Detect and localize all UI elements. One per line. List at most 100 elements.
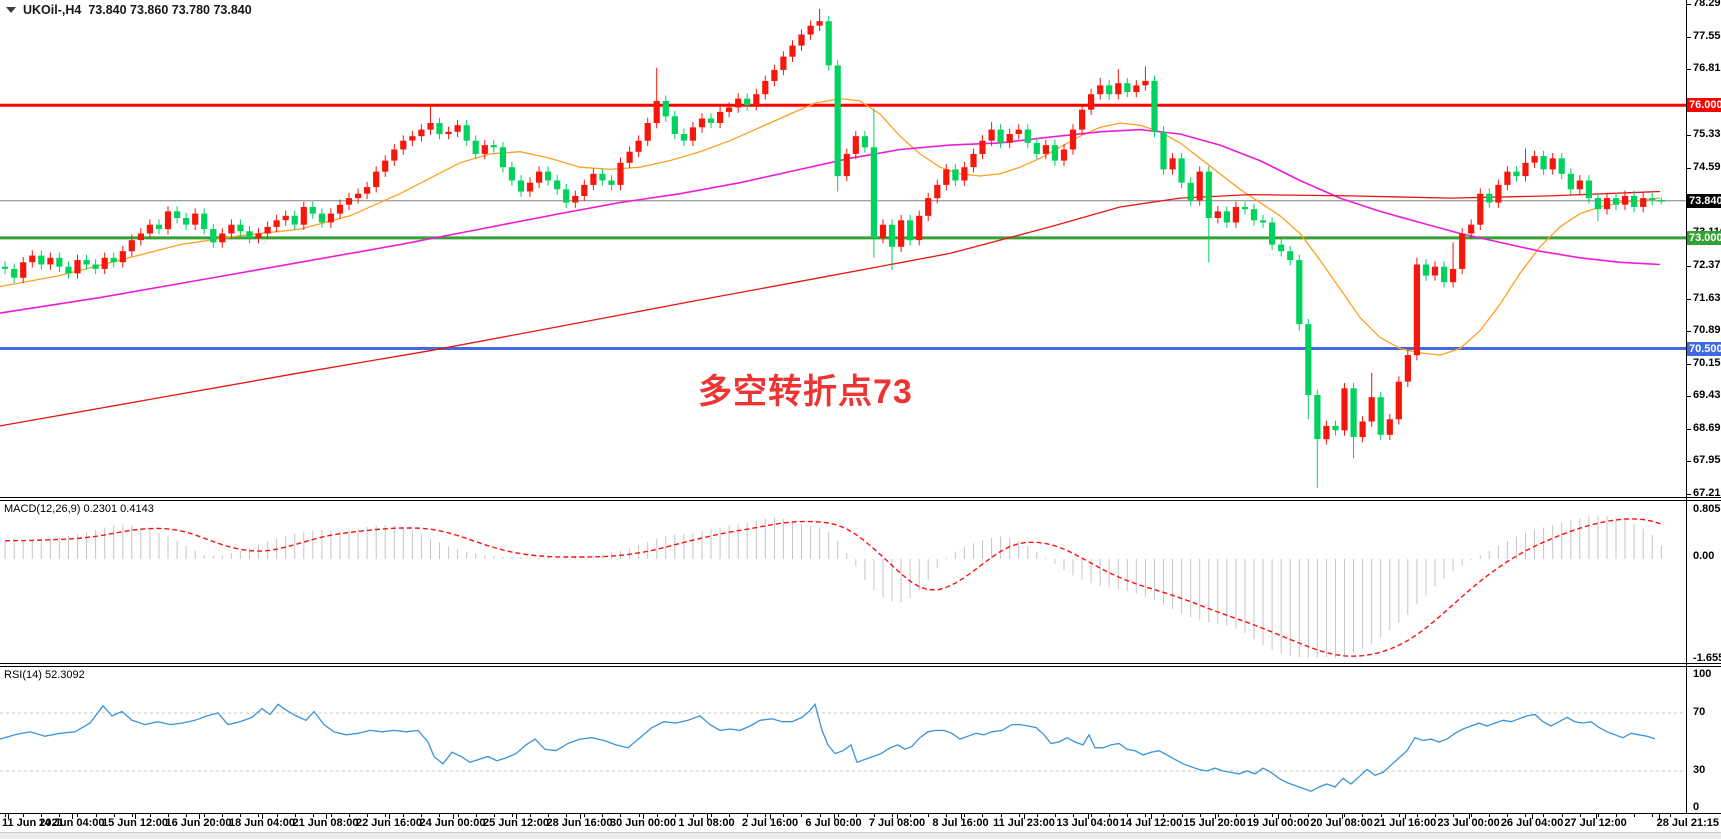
candle-body <box>1531 156 1538 163</box>
time-axis-minor-tick <box>439 814 440 817</box>
candle-body <box>780 56 787 70</box>
time-axis-minor-tick <box>1634 814 1635 817</box>
candle-body <box>798 34 805 46</box>
time-axis-minor-tick <box>59 814 60 817</box>
candle-body <box>1640 198 1647 207</box>
candle-body <box>174 211 181 218</box>
time-axis-minor-tick <box>1145 814 1146 817</box>
price-badge-73.840: 73.840 <box>1687 194 1721 208</box>
candle-body <box>364 187 371 194</box>
candle-body <box>1260 220 1267 223</box>
time-axis-label: 16 Jun 20:00 <box>165 817 232 829</box>
candle-body <box>581 184 588 196</box>
time-axis-tick <box>135 814 136 819</box>
candle-body <box>762 80 769 95</box>
candle-body <box>1459 233 1466 269</box>
price-axis[interactable]: 78.29077.55076.81075.33074.59073.11072.3… <box>1686 0 1721 813</box>
candle-body <box>1504 171 1511 185</box>
time-axis-minor-tick <box>1453 814 1454 817</box>
candle-body <box>445 131 452 134</box>
time-axis-tick <box>516 814 517 819</box>
candle-body <box>1169 158 1176 170</box>
candle-body <box>11 268 18 278</box>
candle-body <box>1241 207 1249 210</box>
price-chart-canvas[interactable] <box>0 0 1686 497</box>
candle-body <box>789 45 796 57</box>
panel-divider[interactable] <box>0 497 1721 498</box>
time-axis-minor-tick <box>1525 814 1526 817</box>
time-axis-tick <box>71 814 73 819</box>
price-axis-label: 75.330 <box>1693 128 1721 140</box>
time-axis-tick <box>579 814 581 819</box>
indicator-axis-label: 0.00 <box>1693 550 1715 562</box>
candle-body <box>291 215 298 225</box>
time-axis-label: 21 Jul 16:00 <box>1373 817 1437 829</box>
candle-body <box>1323 425 1330 440</box>
candle-body <box>653 100 660 123</box>
time-axis[interactable]: 11 Jun 2021 14 Jun 04:00 15 Jun 12:00 16 Ju… <box>0 814 1721 832</box>
candle-body <box>590 173 597 185</box>
time-axis-minor-tick <box>657 814 658 817</box>
time-axis-minor-tick <box>1019 814 1020 817</box>
candle-body <box>481 145 488 154</box>
candle-body <box>1513 171 1520 176</box>
time-axis-minor-tick <box>1001 814 1002 817</box>
time-axis-minor-tick <box>1308 814 1309 817</box>
macd-indicator-label: MACD(12,26,9) 0.2301 0.4143 <box>4 503 154 515</box>
time-axis-label: 20 Jul 08:00 <box>1310 817 1373 829</box>
candle-body <box>1042 145 1049 154</box>
macd-signal-line <box>5 518 1662 657</box>
time-axis-minor-tick <box>1399 814 1400 817</box>
time-axis-tick <box>262 814 263 819</box>
mid-ma-magenta[interactable] <box>0 128 1661 314</box>
candle-body <box>246 231 253 238</box>
time-axis-minor-tick <box>222 814 223 817</box>
candle-body <box>300 207 307 225</box>
price-axis-label: 67.210 <box>1693 487 1721 499</box>
time-axis-minor-tick <box>1236 814 1237 817</box>
candle-body <box>237 224 244 232</box>
time-axis-minor-tick <box>856 814 857 817</box>
price-axis-label: 70.890 <box>1693 324 1721 336</box>
time-axis-minor-tick <box>367 814 368 817</box>
candle-body <box>47 257 54 265</box>
candle-body <box>1431 266 1439 276</box>
panel-divider[interactable] <box>0 663 1721 664</box>
candle-body <box>545 171 552 181</box>
time-axis-minor-tick <box>295 814 296 817</box>
window-bottom-strip <box>0 832 1721 839</box>
time-axis-minor-tick <box>150 814 151 817</box>
candle-body <box>1051 145 1058 161</box>
candle-body <box>943 169 950 185</box>
candle-body <box>2 266 9 269</box>
candle-body <box>1060 149 1068 161</box>
candle-body <box>1413 264 1420 356</box>
candle-body <box>1033 142 1040 154</box>
candle-body <box>1594 198 1601 210</box>
candle-body <box>1341 388 1348 431</box>
candle-body <box>83 260 90 265</box>
candle-body <box>1269 222 1276 245</box>
price-axis-tick <box>1687 494 1691 495</box>
slow-ma-red[interactable] <box>0 190 1661 427</box>
time-axis-label: 15 Jun 12:00 <box>101 817 169 829</box>
candle-body <box>1386 419 1393 435</box>
time-axis-minor-tick <box>1254 814 1255 817</box>
time-axis-label: 26 Jul 04:00 <box>1500 817 1564 829</box>
time-axis-label: 25 Jun 12:00 <box>482 817 550 829</box>
time-axis-minor-tick <box>331 814 332 817</box>
candle-body <box>1250 209 1258 221</box>
candle-body <box>1115 83 1122 95</box>
candle-body <box>382 160 389 172</box>
time-axis-minor-tick <box>1109 814 1110 817</box>
chevron-down-icon[interactable] <box>6 7 16 13</box>
time-axis-tick <box>325 814 327 819</box>
macd-panel-canvas[interactable] <box>0 501 1686 663</box>
candle-body <box>698 118 706 128</box>
candle-body <box>1160 131 1167 170</box>
rsi-panel-canvas[interactable] <box>0 667 1686 813</box>
time-axis-tick <box>1468 814 1470 819</box>
time-axis-label: 19 Jul 00:00 <box>1246 817 1310 829</box>
candle-body <box>1278 244 1285 252</box>
time-axis-minor-tick <box>1543 814 1544 817</box>
